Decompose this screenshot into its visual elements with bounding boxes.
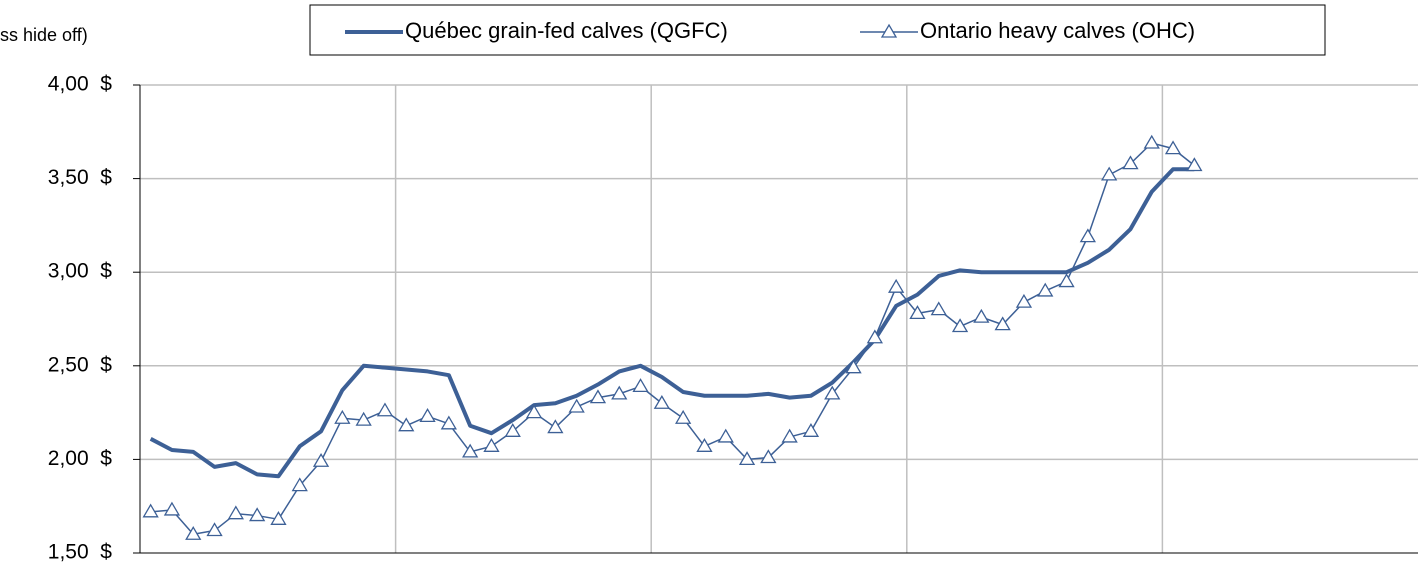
marker: [696, 438, 713, 452]
marker: [1058, 273, 1075, 288]
marker: [270, 511, 287, 525]
legend-marker: [880, 23, 898, 38]
marker: [589, 389, 607, 404]
marker: [994, 316, 1011, 331]
marker: [249, 507, 266, 522]
marker: [1164, 140, 1182, 155]
marker: [355, 411, 372, 426]
marker: [738, 451, 756, 466]
marker: [632, 378, 649, 393]
marker: [653, 394, 670, 409]
y-tick-label: 3,00 $: [48, 260, 113, 283]
marker: [951, 318, 969, 333]
y-tick-label: 4,00 $: [48, 73, 113, 96]
marker: [568, 398, 585, 413]
marker: [675, 409, 692, 424]
marker: [717, 428, 734, 443]
marker: [930, 301, 947, 316]
marker: [1101, 166, 1118, 181]
marker: [611, 385, 628, 400]
y-tick-label: 3,50 $: [48, 166, 113, 189]
marker: [462, 443, 479, 458]
marker: [440, 415, 457, 430]
marker: [398, 417, 415, 432]
marker: [888, 278, 905, 293]
marker: [760, 449, 777, 464]
marker: [1037, 282, 1054, 297]
y-axis-label: ss hide off): [0, 25, 88, 45]
legend-label: Ontario heavy calves (OHC): [920, 18, 1195, 43]
marker: [227, 505, 244, 520]
marker: [376, 402, 394, 417]
marker: [824, 385, 841, 400]
marker: [291, 477, 308, 492]
marker: [1122, 155, 1139, 170]
marker: [1015, 293, 1033, 308]
series-line: [149, 167, 1195, 479]
y-tick-label: 1,50 $: [48, 541, 113, 564]
marker: [845, 359, 862, 374]
marker: [973, 308, 990, 323]
marker: [525, 404, 543, 419]
y-tick-label: 2,50 $: [48, 353, 113, 376]
marker: [1186, 157, 1203, 172]
marker: [312, 452, 330, 467]
marker: [334, 409, 351, 424]
marker: [142, 503, 159, 518]
marker: [1143, 134, 1160, 149]
marker: [781, 428, 798, 443]
marker: [1079, 228, 1096, 243]
marker: [419, 408, 436, 422]
marker: [802, 423, 820, 437]
series-line: [150, 142, 1195, 536]
legend-box: [309, 4, 1326, 56]
marker: [185, 525, 202, 540]
legend-label: Québec grain-fed calves (QGFC): [405, 18, 728, 43]
marker: [547, 419, 564, 434]
y-tick-label: 2,00 $: [48, 447, 113, 470]
marker: [483, 438, 500, 452]
marker: [909, 305, 926, 320]
marker: [163, 501, 181, 516]
marker: [504, 423, 521, 437]
marker: [866, 329, 883, 344]
marker: [206, 522, 223, 537]
